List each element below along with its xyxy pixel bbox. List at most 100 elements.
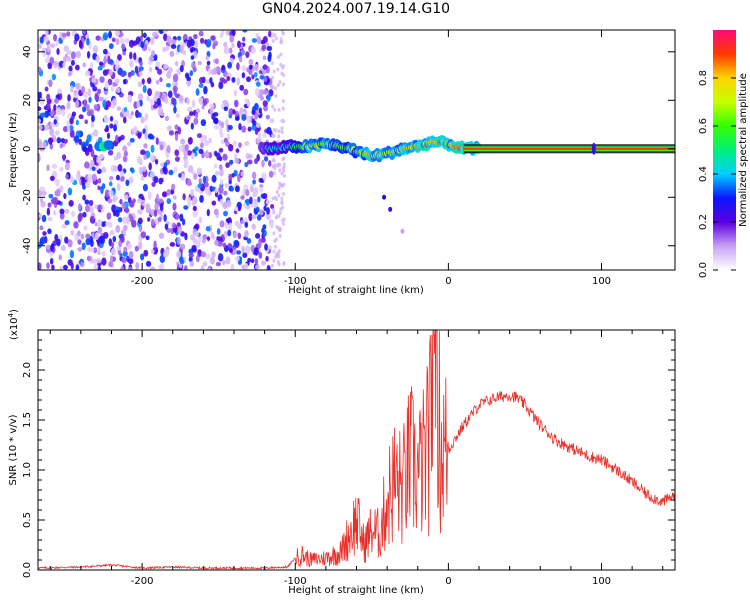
noise-blob — [82, 211, 87, 218]
noise-blob — [187, 115, 191, 121]
noise-blob — [112, 98, 117, 106]
noise-blob — [115, 87, 121, 94]
noise-blob — [262, 55, 267, 61]
noise-blob — [92, 45, 99, 54]
noise-blob — [274, 244, 278, 249]
noise-blob — [180, 138, 186, 145]
noise-blob — [107, 221, 112, 227]
noise-blob — [97, 204, 103, 211]
noise-blob — [112, 197, 116, 203]
noise-blob — [271, 196, 275, 201]
noise-blob — [281, 82, 285, 87]
noise-blob — [57, 88, 63, 94]
noise-blob — [243, 88, 249, 96]
noise-blob — [167, 90, 173, 99]
noise-blob — [46, 164, 50, 172]
noise-blob — [279, 227, 283, 232]
noise-blob — [86, 51, 91, 59]
noise-blob — [136, 100, 140, 109]
noise-blob — [190, 152, 196, 160]
noise-blob — [38, 140, 43, 149]
noise-blob — [224, 183, 229, 188]
noise-blob — [272, 158, 276, 163]
noise-blob — [158, 208, 162, 216]
noise-blob — [107, 149, 114, 156]
noise-blob — [169, 189, 175, 195]
noise-blob — [54, 233, 59, 242]
noise-blob — [128, 266, 133, 270]
noise-blob — [151, 218, 155, 226]
noise-blob — [132, 198, 136, 204]
noise-blob — [109, 123, 114, 129]
noise-blob — [271, 104, 275, 109]
noise-blob — [138, 71, 144, 77]
noise-blob — [252, 188, 258, 196]
y-tick-label: 1.0 — [22, 462, 33, 478]
noise-blob — [102, 232, 109, 239]
noise-blob — [247, 154, 253, 159]
noise-blob — [225, 256, 231, 265]
noise-blob — [183, 265, 188, 270]
noise-blob — [233, 89, 238, 97]
noise-blob — [206, 209, 210, 217]
noise-blob — [174, 60, 179, 67]
noise-blob — [272, 171, 276, 176]
noise-blob — [166, 227, 172, 233]
noise-blob — [238, 142, 242, 149]
noise-blob — [159, 203, 164, 212]
noise-blob — [275, 190, 279, 195]
noise-blob — [197, 183, 203, 189]
noise-blob — [242, 36, 246, 42]
noise-blob — [70, 51, 76, 60]
noise-blob — [143, 249, 149, 257]
noise-blob — [277, 185, 281, 190]
noise-blob — [258, 132, 262, 140]
noise-blob — [47, 228, 52, 235]
noise-blob — [261, 159, 265, 168]
noise-blob — [262, 193, 268, 200]
noise-blob — [153, 209, 158, 217]
noise-blob — [234, 116, 240, 121]
noise-blob — [280, 200, 284, 205]
noise-blob — [281, 205, 285, 210]
noise-blob — [77, 230, 81, 237]
noise-blob — [236, 250, 242, 255]
noise-blob — [148, 55, 155, 62]
noise-blob — [223, 106, 228, 112]
noise-blob — [155, 137, 159, 145]
noise-blob — [228, 47, 233, 54]
noise-blob — [194, 146, 199, 151]
noise-blob — [66, 125, 71, 133]
noise-blob — [245, 51, 250, 59]
noise-blob — [165, 45, 170, 51]
noise-blob — [178, 145, 184, 152]
noise-blob — [241, 113, 247, 122]
noise-blob — [281, 221, 285, 226]
noise-blob — [78, 138, 83, 146]
noise-blob — [159, 254, 166, 264]
noise-blob — [86, 37, 90, 46]
noise-blob — [154, 202, 159, 211]
noise-blob — [208, 137, 212, 144]
noise-blob — [253, 71, 258, 78]
noise-blob — [51, 73, 57, 81]
noise-blob — [251, 38, 257, 43]
noise-blob — [195, 241, 201, 248]
noise-blob — [93, 154, 97, 163]
noise-blob — [119, 170, 125, 177]
noise-blob — [101, 183, 106, 190]
noise-blob — [145, 203, 151, 212]
noise-blob — [117, 54, 122, 61]
spectrogram-x-label: Height of straight line (km) — [288, 285, 424, 296]
noise-blob — [53, 104, 57, 111]
y-tick-label: -40 — [22, 238, 33, 254]
noise-blob — [189, 111, 194, 117]
noise-blob — [240, 195, 245, 200]
noise-blob — [154, 158, 159, 165]
noise-blob — [113, 165, 119, 172]
noise-blob — [219, 220, 225, 228]
noise-blob — [97, 250, 101, 256]
noise-blob — [282, 182, 286, 187]
noise-blob — [137, 209, 142, 215]
noise-blob — [150, 144, 155, 153]
